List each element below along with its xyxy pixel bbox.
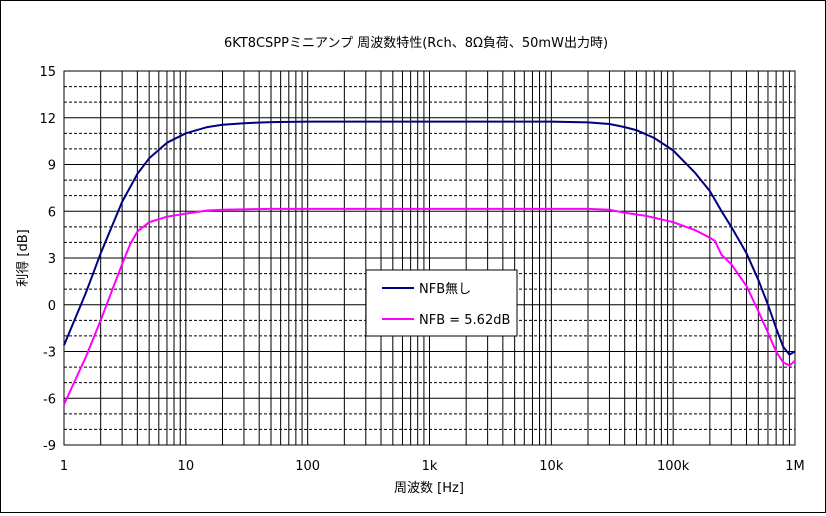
legend-label-2: NFB = 5.62dB: [419, 313, 510, 328]
x-tick-label: 1k: [422, 459, 438, 474]
chart-title: 6KT8CSPPミニアンプ 周波数特性(Rch、8Ω負荷、50mW出力時): [224, 36, 608, 51]
x-tick-label: 10: [178, 459, 195, 474]
legend-box: [365, 269, 518, 337]
x-axis-tick-labels: 1 10 100 1k 10k 100k 1M: [60, 459, 805, 474]
legend-label-1: NFB無し: [419, 282, 471, 297]
y-tick-label: 0: [48, 299, 56, 314]
y-tick-label: -6: [43, 392, 56, 407]
y-tick-label: 6: [48, 205, 56, 220]
x-tick-label: 10k: [539, 459, 564, 474]
series-line-2: [63, 207, 796, 405]
y-tick-label: -3: [43, 346, 56, 361]
series-layer: [63, 120, 796, 405]
y-tick-label: 3: [48, 252, 56, 267]
y-tick-label: 9: [48, 159, 56, 174]
x-tick-label: 1: [60, 459, 68, 474]
x-axis-label: 周波数 [Hz]: [394, 481, 464, 496]
plot-area: [63, 70, 796, 446]
x-tick-label: 100: [295, 459, 320, 474]
y-tick-label: 12: [39, 112, 56, 127]
legend: NFB無し NFB = 5.62dB: [365, 269, 518, 337]
y-axis-tick-labels: -9 -6 -3 0 3 6 9 12 15: [39, 65, 56, 454]
x-tick-label: 100k: [657, 459, 690, 474]
y-tick-label: 15: [39, 65, 56, 80]
series-line-1: [63, 120, 796, 356]
y-axis-label: 利得 [dB]: [15, 229, 31, 286]
x-tick-label: 1M: [785, 459, 805, 474]
y-tick-label: -9: [43, 439, 56, 454]
